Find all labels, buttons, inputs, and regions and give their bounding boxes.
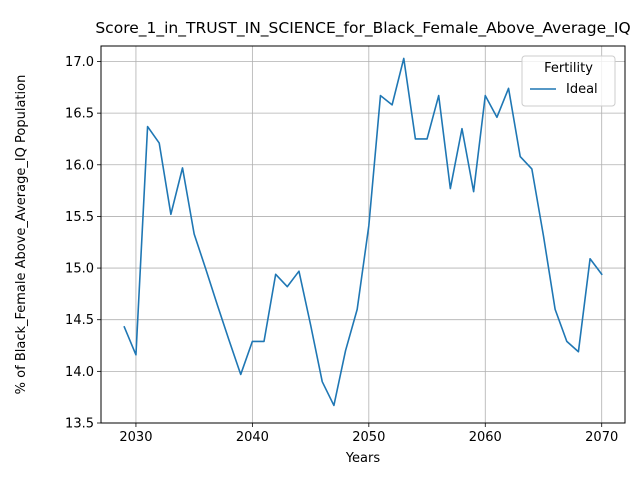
series-line-ideal [123, 57, 603, 407]
legend-title: Fertility [544, 61, 593, 76]
y-tick-label: 15.5 [65, 210, 94, 225]
x-tick-label: 2040 [236, 430, 269, 445]
x-tick-label: 2050 [352, 430, 385, 445]
legend-box [521, 55, 616, 107]
chart-title: Score_1_in_TRUST_IN_SCIENCE_for_Black_Fe… [95, 19, 630, 38]
legend-label: Ideal [566, 82, 598, 97]
axis-ticks: 2030 2040 2050 2060 2070 13.5 14.0 14.5 15.0 15.5… [65, 55, 618, 445]
y-tick-label: 17.0 [65, 55, 94, 70]
x-tick-label: 2060 [469, 430, 502, 445]
y-tick-label: 16.5 [65, 107, 94, 122]
y-tick-label: 14.5 [65, 313, 94, 328]
legend: Fertility Ideal [521, 55, 616, 107]
y-axis-label: % of Black_Female Above_Average_IQ Popul… [14, 75, 29, 395]
y-tick-label: 13.5 [65, 417, 94, 432]
legend-entries: Ideal [530, 82, 598, 97]
series-lines [123, 57, 603, 407]
y-tick-label: 15.0 [65, 262, 94, 277]
grid-lines [101, 46, 625, 424]
y-tick-label: 16.0 [65, 158, 94, 173]
x-tick-label: 2070 [585, 430, 618, 445]
y-tick-label: 14.0 [65, 365, 94, 380]
x-axis-label: Years [345, 451, 381, 466]
x-tick-label: 2030 [119, 430, 152, 445]
plot-area-frame [100, 45, 626, 424]
